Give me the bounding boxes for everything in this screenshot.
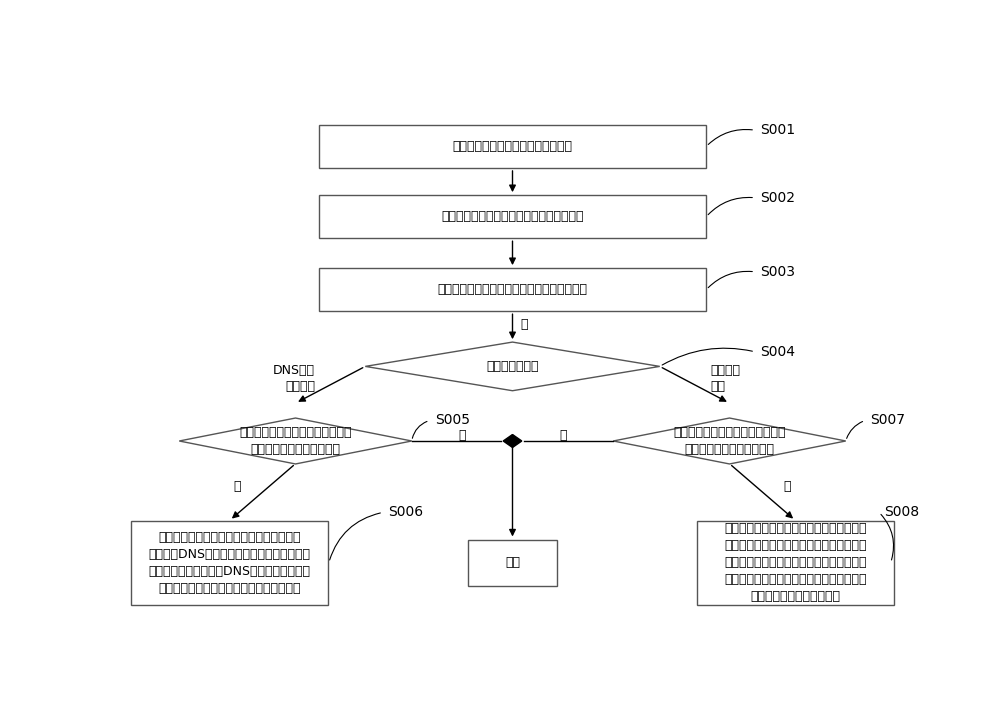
FancyBboxPatch shape <box>319 195 706 238</box>
Text: 是: 是 <box>520 318 528 331</box>
Text: S006: S006 <box>388 505 424 519</box>
FancyBboxPatch shape <box>697 521 894 604</box>
Polygon shape <box>503 435 512 447</box>
Text: 通信请求中的服务器信息是否存在
于所述服务器信息配置表中: 通信请求中的服务器信息是否存在 于所述服务器信息配置表中 <box>239 426 352 456</box>
Text: 是: 是 <box>234 480 241 494</box>
FancyBboxPatch shape <box>131 521 328 604</box>
Text: S004: S004 <box>761 345 796 359</box>
Text: 经该回调入口获得客户端设备发送的通信请求: 经该回调入口获得客户端设备发送的通信请求 <box>438 283 588 296</box>
Text: 通信请求的类型: 通信请求的类型 <box>486 360 539 373</box>
Polygon shape <box>512 435 522 447</box>
Text: S002: S002 <box>761 191 796 205</box>
Polygon shape <box>365 342 660 391</box>
Text: 通信请求中的服务器信息是否存在
于所述服务器信息配置表中: 通信请求中的服务器信息是否存在 于所述服务器信息配置表中 <box>673 426 786 456</box>
FancyBboxPatch shape <box>319 268 706 311</box>
Text: 向网络设备的内核注册内核协议栈回调入口: 向网络设备的内核注册内核协议栈回调入口 <box>441 210 584 223</box>
Text: S008: S008 <box>885 505 920 519</box>
Text: 将所述接口调用请求中的工作服务器接口信
息修改为服务器信息配置表中保存的测试服
务器接口信息，将修改后的接口调用请求发
送到所述测试服务器，以使所述客户端设备
: 将所述接口调用请求中的工作服务器接口信 息修改为服务器信息配置表中保存的测试服 … <box>724 522 867 603</box>
Text: S003: S003 <box>761 265 796 279</box>
Text: DNS域名
解析请求: DNS域名 解析请求 <box>273 364 315 393</box>
Text: 否: 否 <box>559 429 567 442</box>
FancyBboxPatch shape <box>468 540 557 585</box>
Text: S001: S001 <box>761 123 796 137</box>
Text: S005: S005 <box>435 413 470 428</box>
Text: 从管理设备中读取服务器信息配置表: 从管理设备中读取服务器信息配置表 <box>452 140 572 153</box>
Text: 结束: 结束 <box>505 556 520 569</box>
Text: 接口调用
请求: 接口调用 请求 <box>710 364 740 393</box>
FancyBboxPatch shape <box>319 125 706 168</box>
Polygon shape <box>179 418 412 464</box>
Text: 否: 否 <box>458 429 466 442</box>
Polygon shape <box>613 418 846 464</box>
Text: 是: 是 <box>784 480 791 494</box>
Text: 将服务器信息配置表中保存的测试服务器地
址作为对DNS域名解析请求的响应返回给所述
客户端设备并丢弃所述DNS域名解析请求，以
使所述客户端设备与所述测试服务器: 将服务器信息配置表中保存的测试服务器地 址作为对DNS域名解析请求的响应返回给所… <box>149 531 311 595</box>
Text: S007: S007 <box>871 413 906 428</box>
